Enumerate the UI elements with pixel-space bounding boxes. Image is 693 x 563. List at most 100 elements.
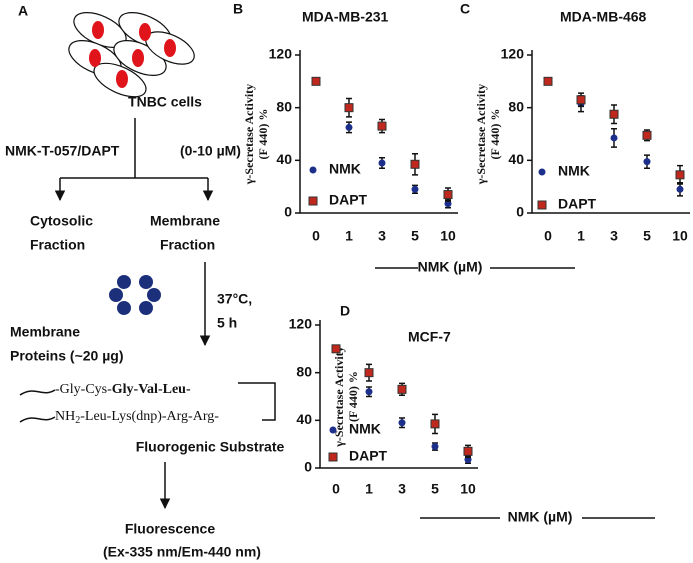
peptide-part: -Leu-Lys(dnp)-Arg-Arg- bbox=[80, 409, 219, 424]
x-axis-label: NMK (µM) bbox=[418, 259, 483, 275]
chart-title: MCF-7 bbox=[408, 329, 451, 345]
legend-marker bbox=[329, 426, 337, 434]
readout: Fluorescence bbox=[125, 521, 215, 537]
incubation: 37°C, bbox=[217, 291, 252, 307]
protein-icon bbox=[109, 275, 161, 315]
point bbox=[543, 76, 553, 86]
point bbox=[397, 384, 407, 394]
x-tick-label: 0 bbox=[332, 481, 340, 497]
x-axis-label: NMK (µM) bbox=[508, 509, 573, 525]
branch-arrows bbox=[54, 118, 214, 510]
y-tick-label: 120 bbox=[289, 316, 313, 332]
peptide: -Gly-Cys-Gly-Val-Leu- bbox=[55, 382, 191, 397]
legend-label: NMK bbox=[558, 163, 590, 179]
legend-marker bbox=[308, 196, 318, 206]
point bbox=[430, 419, 440, 429]
y-tick-label: 0 bbox=[304, 459, 312, 475]
peptide-sub: 2 bbox=[75, 415, 80, 426]
branch-label: Fraction bbox=[30, 237, 85, 253]
point bbox=[364, 368, 374, 378]
point bbox=[398, 419, 406, 427]
y-axis-label: (F 440) % bbox=[488, 109, 502, 160]
point bbox=[410, 159, 420, 169]
legend-label: DAPT bbox=[349, 448, 388, 464]
x-tick-label: 5 bbox=[411, 228, 419, 244]
cells-icon bbox=[68, 12, 195, 98]
point bbox=[411, 185, 419, 193]
x-tick-label: 1 bbox=[345, 228, 353, 244]
point bbox=[378, 159, 386, 167]
panel-letter: C bbox=[460, 1, 470, 17]
point bbox=[345, 123, 353, 131]
point bbox=[643, 158, 651, 166]
peptide-part: -Gly-Cys- bbox=[55, 382, 112, 397]
y-axis-label: γ-Secretase Activity bbox=[474, 84, 488, 185]
legend-marker bbox=[328, 452, 338, 462]
y-tick-label: 80 bbox=[296, 363, 312, 379]
x-tick-label: 3 bbox=[398, 481, 406, 497]
branch-label: Cytosolic bbox=[30, 213, 93, 229]
y-tick-label: 120 bbox=[501, 46, 525, 62]
substrate: Fluorogenic Substrate bbox=[136, 439, 285, 455]
point bbox=[365, 388, 373, 396]
x-tick-label: 10 bbox=[672, 228, 688, 244]
legend-marker bbox=[309, 166, 317, 174]
legend-marker bbox=[537, 200, 547, 210]
y-axis-label: (F 440) % bbox=[346, 371, 360, 422]
legend-marker bbox=[538, 168, 546, 176]
chart-title: MDA-MB-231 bbox=[302, 9, 389, 25]
point bbox=[463, 446, 473, 456]
point bbox=[344, 103, 354, 113]
y-tick-label: 120 bbox=[269, 46, 293, 62]
y-axis-label: γ-Secretase Activity bbox=[332, 346, 346, 447]
treatment: NMK-T-057/DAPT bbox=[5, 143, 120, 159]
y-tick-label: 0 bbox=[516, 204, 524, 220]
x-tick-label: 3 bbox=[610, 228, 618, 244]
legend-label: DAPT bbox=[329, 192, 368, 208]
peptide-part: NH bbox=[55, 409, 75, 424]
point bbox=[331, 344, 341, 354]
y-tick-label: 40 bbox=[508, 151, 524, 167]
axis bbox=[531, 50, 690, 214]
incubation: 5 h bbox=[217, 315, 237, 331]
chart-title: MDA-MB-468 bbox=[560, 9, 647, 25]
x-tick-label: 10 bbox=[440, 228, 456, 244]
y-axis-label: γ-Secretase Activity bbox=[242, 84, 256, 185]
dose: (0-10 µM) bbox=[180, 143, 241, 159]
legend-label: DAPT bbox=[558, 196, 597, 212]
readout: (Ex-335 nm/Em-440 nm) bbox=[103, 544, 261, 560]
x-tick-label: 1 bbox=[577, 228, 585, 244]
point bbox=[675, 170, 685, 180]
y-axis-label: (F 440) % bbox=[256, 109, 270, 160]
point bbox=[443, 190, 453, 200]
axis bbox=[299, 50, 458, 214]
y-tick-label: 80 bbox=[276, 98, 292, 114]
point bbox=[642, 130, 652, 140]
panel-letter: A bbox=[18, 3, 28, 19]
peptide: NH2-Leu-Lys(dnp)-Arg-Arg- bbox=[55, 409, 219, 426]
legend-label: NMK bbox=[349, 421, 381, 437]
x-tick-label: 1 bbox=[365, 481, 373, 497]
panel-letter: B bbox=[233, 1, 243, 17]
x-tick-label: 3 bbox=[378, 228, 386, 244]
y-tick-label: 40 bbox=[276, 151, 292, 167]
proteins: Proteins (~20 µg) bbox=[10, 348, 123, 364]
point bbox=[431, 443, 439, 451]
point bbox=[576, 95, 586, 105]
branch-label: Membrane bbox=[150, 213, 220, 229]
x-tick-label: 5 bbox=[431, 481, 439, 497]
legend-label: NMK bbox=[329, 161, 361, 177]
point bbox=[610, 134, 618, 142]
x-tick-label: 0 bbox=[544, 228, 552, 244]
x-tick-label: 10 bbox=[460, 481, 476, 497]
panel-a: A TNBC cells NMK-T-057/DAPT (0-10 µM) bbox=[5, 3, 284, 560]
y-tick-label: 80 bbox=[508, 98, 524, 114]
branch-label: Fraction bbox=[160, 237, 215, 253]
point bbox=[311, 76, 321, 86]
substrate-bracket bbox=[19, 382, 276, 423]
peptide-cleavage: Gly-Val-Leu- bbox=[112, 382, 191, 397]
x-tick-label: 5 bbox=[643, 228, 651, 244]
point bbox=[676, 185, 684, 193]
point bbox=[444, 200, 452, 208]
